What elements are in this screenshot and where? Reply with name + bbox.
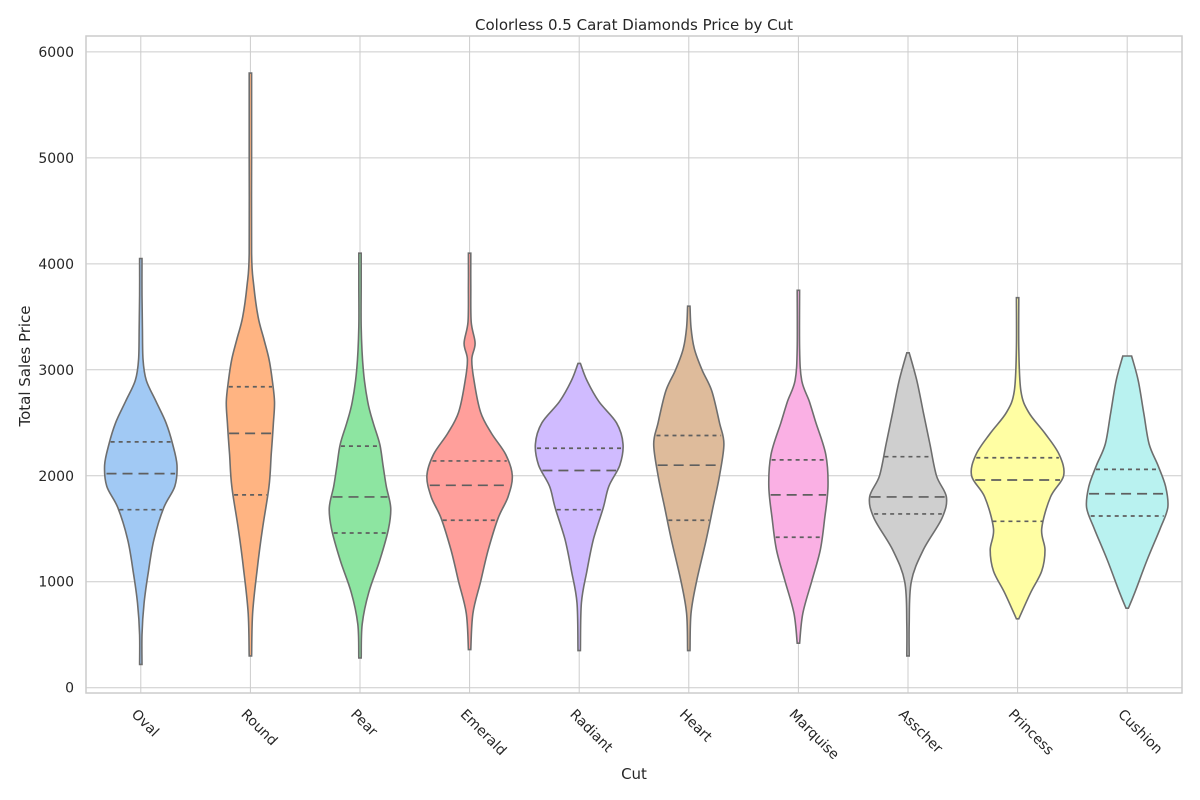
x-tick-label-princess: Princess xyxy=(1005,707,1057,759)
violin-cushion xyxy=(1085,355,1169,609)
y-tick-label-0: 0 xyxy=(65,681,74,697)
violin-body-cushion xyxy=(1085,355,1169,609)
x-tick-label-pear: Pear xyxy=(347,707,380,740)
chart-title: Colorless 0.5 Carat Diamonds Price by Cu… xyxy=(475,16,793,34)
violin-heart xyxy=(652,305,725,652)
plot-frame xyxy=(85,35,1183,694)
x-tick-label-asscher: Asscher xyxy=(895,707,945,757)
x-tick-labels: Oval Round Pear Emerald Radiant Heart Marquise… xyxy=(128,707,1165,763)
violin-body-oval xyxy=(103,257,178,666)
y-tick-label-3000: 3000 xyxy=(38,363,74,379)
violin-round xyxy=(225,72,276,657)
y-tick-labels: 0 1000 2000 3000 4000 5000 6000 xyxy=(38,45,74,697)
x-tick-label-heart: Heart xyxy=(676,707,715,746)
violin-radiant xyxy=(534,362,624,652)
violins-layer xyxy=(103,72,1169,666)
y-axis-label: Total Sales Price xyxy=(16,305,34,427)
y-tick-label-4000: 4000 xyxy=(38,257,74,273)
violin-marquise xyxy=(767,289,829,644)
x-tick-label-oval: Oval xyxy=(128,707,162,741)
violin-asscher xyxy=(868,352,948,657)
violin-emerald xyxy=(426,252,514,651)
y-tick-label-2000: 2000 xyxy=(38,469,74,485)
violin-body-round xyxy=(225,72,276,657)
violin-body-heart xyxy=(652,305,725,652)
x-tick-label-emerald: Emerald xyxy=(457,707,509,759)
x-tick-label-marquise: Marquise xyxy=(786,707,842,763)
x-tick-label-cushion: Cushion xyxy=(1114,707,1165,758)
violin-body-emerald xyxy=(426,252,514,651)
violin-body-radiant xyxy=(534,362,624,652)
x-axis-label: Cut xyxy=(621,765,647,783)
violin-pear xyxy=(328,252,392,659)
y-tick-label-5000: 5000 xyxy=(38,151,74,167)
y-tick-label-6000: 6000 xyxy=(38,45,74,61)
x-tick-label-round: Round xyxy=(238,707,281,750)
violin-body-marquise xyxy=(767,289,829,644)
y-tick-label-1000: 1000 xyxy=(38,575,74,591)
violin-oval xyxy=(103,257,178,666)
violin-body-pear xyxy=(328,252,392,659)
violin-princess xyxy=(970,296,1065,620)
violin-body-asscher xyxy=(868,352,948,657)
x-tick-label-radiant: Radiant xyxy=(566,707,616,757)
